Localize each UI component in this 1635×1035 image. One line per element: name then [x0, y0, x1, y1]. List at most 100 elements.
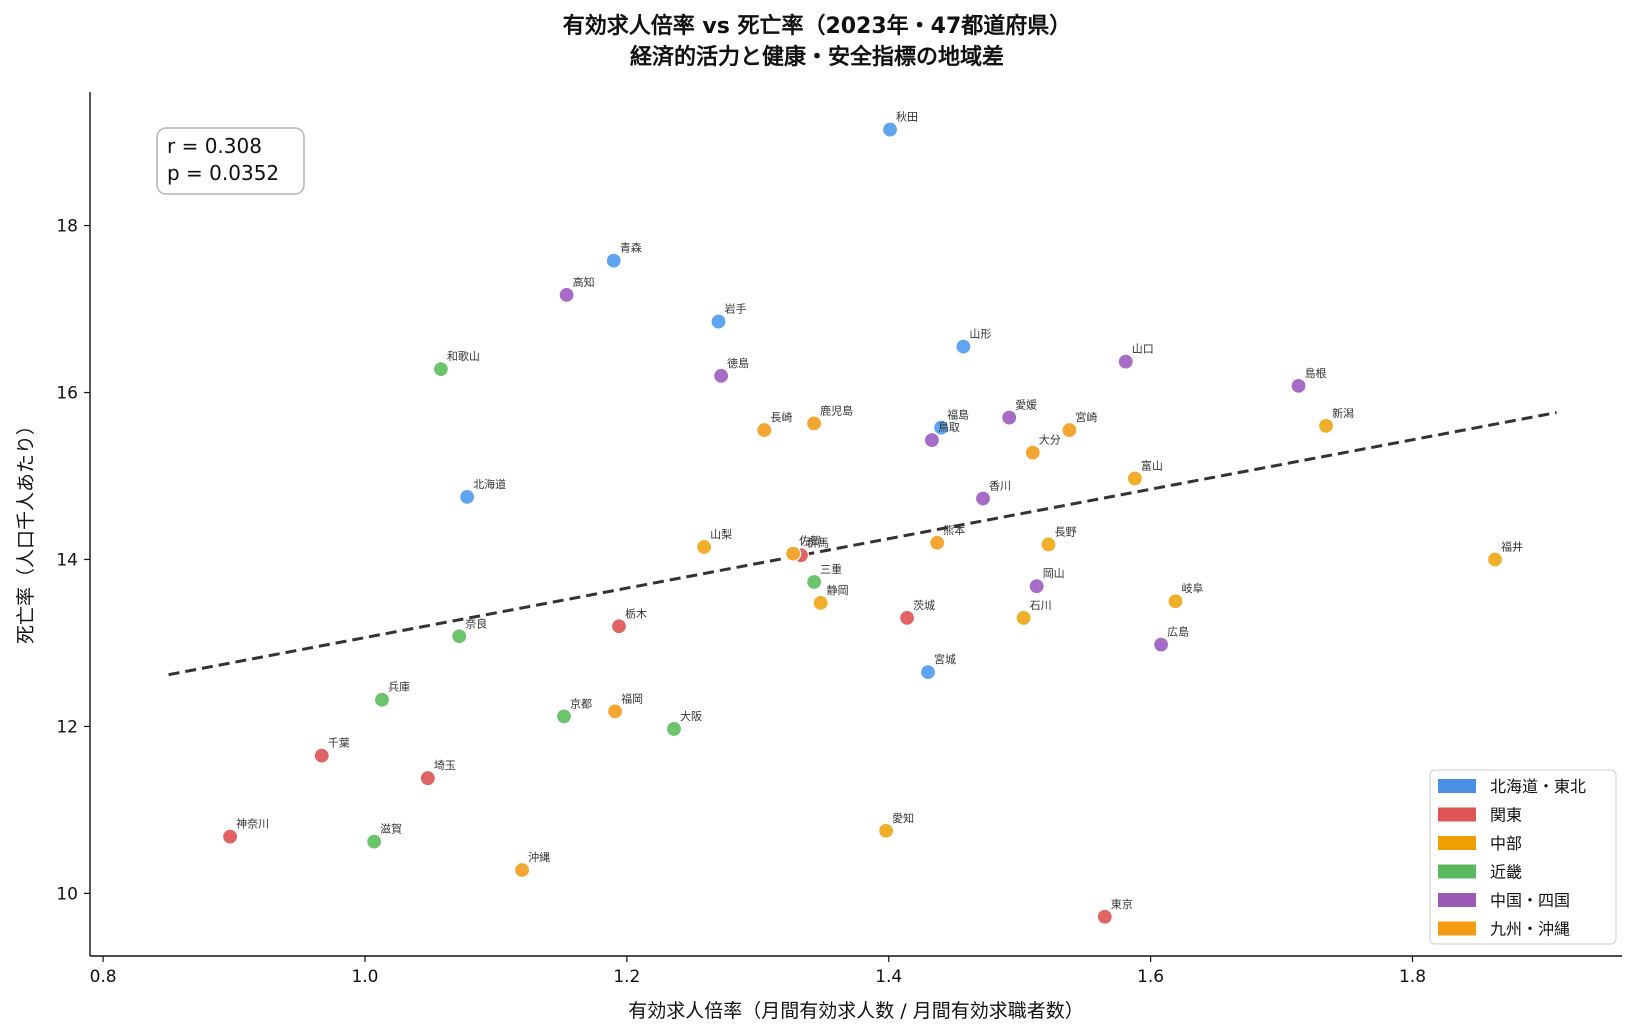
- data-points-layer: [222, 121, 1504, 925]
- data-point: [974, 490, 992, 507]
- data-point: [756, 421, 773, 439]
- data-point: [313, 747, 330, 764]
- point-label: 愛媛: [1015, 398, 1037, 412]
- x-tick-label: 1.8: [1399, 967, 1426, 987]
- y-tick-label: 12: [56, 717, 78, 737]
- data-point: [610, 618, 628, 635]
- point-label: 福島: [947, 408, 969, 422]
- x-tick-label: 0.8: [90, 967, 117, 987]
- data-point: [1028, 578, 1045, 595]
- data-point: [555, 708, 573, 725]
- point-label: 山形: [969, 328, 991, 341]
- point-label: 熊本: [943, 523, 965, 537]
- point-label: 兵庫: [388, 680, 410, 694]
- legend-swatch-kinki: [1438, 864, 1476, 879]
- data-point: [785, 545, 802, 562]
- point-label: 鳥取: [938, 420, 960, 434]
- point-label: 栃木: [625, 606, 647, 620]
- data-point: [432, 361, 450, 378]
- point-label: 高知: [573, 275, 595, 289]
- point-label: 島根: [1305, 366, 1327, 380]
- x-tick-label: 1.6: [1137, 967, 1164, 987]
- point-label: 北海道: [473, 477, 506, 491]
- stats-p: p = 0.0352: [167, 161, 279, 185]
- x-tick-label: 1.0: [351, 967, 378, 987]
- data-point: [878, 822, 895, 839]
- legend-swatch-kyushu: [1438, 921, 1476, 936]
- data-point: [929, 534, 946, 551]
- point-label: 鹿児島: [820, 403, 853, 417]
- legend-swatch-kanto: [1438, 807, 1476, 822]
- data-point: [1117, 353, 1134, 370]
- data-point: [514, 861, 531, 879]
- data-point: [1126, 470, 1144, 487]
- data-point: [881, 121, 899, 138]
- point-label: 新潟: [1332, 406, 1354, 420]
- point-label: 宮崎: [1075, 410, 1097, 424]
- trendline-layer: [168, 411, 1557, 677]
- data-point: [1167, 593, 1184, 610]
- legend-label-kinki: 近畿: [1490, 863, 1522, 882]
- y-tick-label: 14: [56, 550, 78, 570]
- data-point: [1317, 417, 1335, 435]
- legend-swatch-chubu: [1438, 836, 1476, 850]
- data-point: [713, 367, 730, 384]
- point-label: 愛知: [892, 811, 914, 825]
- data-point: [1061, 421, 1078, 439]
- point-label: 福岡: [621, 691, 643, 705]
- point-label: 佐賀: [799, 534, 821, 548]
- data-point: [933, 419, 950, 436]
- legend-label-kanto: 関東: [1490, 806, 1522, 825]
- data-point: [459, 488, 476, 505]
- data-point: [1486, 551, 1504, 568]
- point-label: 静岡: [827, 583, 849, 597]
- data-point: [1152, 636, 1170, 653]
- data-point: [1024, 444, 1041, 461]
- point-label: 徳島: [727, 356, 749, 370]
- data-point: [419, 770, 436, 787]
- point-label: 広島: [1167, 625, 1189, 639]
- point-label: 山口: [1132, 343, 1154, 356]
- point-label: 香川: [989, 480, 1011, 493]
- data-point: [558, 286, 575, 303]
- point-label: 茨城: [913, 598, 935, 612]
- point-label: 千葉: [328, 736, 350, 750]
- y-axis-ticks: 10 12 14 16 18: [56, 217, 90, 904]
- y-axis-label: 死亡率（人口千人あたり）: [15, 416, 37, 644]
- point-label: 秋田: [896, 110, 918, 124]
- x-tick-label: 1.4: [875, 967, 902, 987]
- stats-r: r = 0.308: [167, 134, 262, 158]
- chart-title-line2: 経済的活力と健康・安全指標の地域差: [630, 44, 1004, 70]
- data-point: [1015, 609, 1032, 627]
- point-label: 石川: [1030, 599, 1052, 612]
- stats-box: r = 0.308 p = 0.0352: [156, 127, 305, 195]
- legend-swatch-tohoku: [1438, 779, 1476, 793]
- data-point: [696, 538, 713, 556]
- data-point: [955, 338, 972, 355]
- legend-label-chugoku: 中国・四国: [1490, 891, 1570, 910]
- data-point: [923, 432, 941, 449]
- data-point: [1001, 409, 1018, 426]
- point-label: 宮城: [934, 652, 956, 666]
- data-point: [373, 691, 391, 708]
- point-label: 岡山: [1043, 567, 1065, 580]
- point-label: 福井: [1501, 539, 1523, 553]
- x-tick-label: 1.2: [613, 967, 640, 987]
- legend-swatch-chugoku: [1438, 893, 1476, 907]
- x-axis-label: 有効求人倍率（月間有効求人数 / 月間有効求職者数）: [628, 1000, 1083, 1022]
- legend-label-kyushu: 九州・沖縄: [1490, 920, 1570, 939]
- point-label: 青森: [620, 241, 642, 255]
- y-tick-label: 16: [56, 384, 78, 404]
- point-label: 大阪: [680, 709, 702, 723]
- point-label: 山梨: [710, 527, 732, 541]
- data-point: [812, 594, 829, 611]
- trend-line: [168, 411, 1557, 677]
- data-point: [366, 833, 383, 850]
- point-label: 富山: [1141, 459, 1163, 473]
- data-point: [1096, 908, 1113, 925]
- point-label: 埼玉: [434, 758, 456, 772]
- point-label: 京都: [570, 696, 592, 710]
